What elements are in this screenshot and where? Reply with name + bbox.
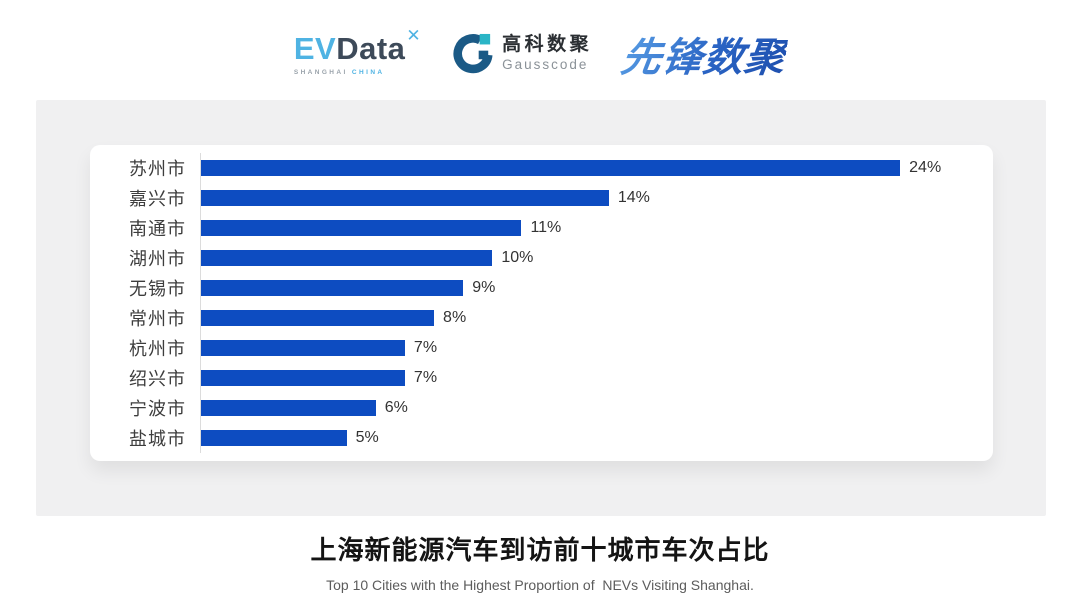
bar-value: 7%	[413, 339, 438, 356]
bar	[201, 160, 901, 176]
bar-label: 苏州市	[129, 159, 186, 179]
bar-area: 6%	[200, 393, 973, 423]
bar-label: 杭州市	[129, 339, 186, 359]
bar-label: 嘉兴市	[129, 189, 186, 209]
bar-value: 10%	[501, 249, 534, 266]
bar-value: 5%	[355, 429, 379, 446]
bar-area: 10%	[200, 243, 973, 273]
evdata-logo: EV Data ✕ SHANGHAI CHINA	[293, 27, 421, 76]
bar-value: 8%	[443, 309, 467, 326]
bar-area: 8%	[200, 303, 973, 333]
bar-label: 湖州市	[129, 249, 186, 269]
pioneer-logo-text: 先锋数聚	[618, 25, 790, 83]
bar-row: 绍兴市 7%	[90, 363, 973, 393]
bar	[201, 190, 609, 206]
evdata-data-text: Data	[336, 30, 406, 66]
evdata-subtext: SHANGHAI CHINA	[293, 68, 385, 76]
bar	[201, 370, 405, 386]
bar-label: 宁波市	[129, 399, 186, 419]
bar-row: 杭州市 7%	[90, 333, 973, 363]
bar	[201, 430, 347, 446]
bar-label: 无锡市	[129, 279, 186, 299]
bar-value: 7%	[413, 369, 438, 386]
bar-row: 常州市 8%	[90, 303, 973, 333]
bar	[201, 400, 376, 416]
bar	[201, 220, 522, 236]
gausscode-logo: 高科数聚 Gausscode	[451, 33, 592, 75]
chart-card: 苏州市 24% 嘉兴市 14% 南通市 11% 湖州市 10% 无锡市 9%	[90, 145, 993, 461]
bar-value: 6%	[384, 399, 408, 416]
bar-label: 常州市	[129, 309, 186, 329]
bar-area: 9%	[200, 273, 973, 303]
bar-rows: 苏州市 24% 嘉兴市 14% 南通市 11% 湖州市 10% 无锡市 9%	[90, 153, 973, 453]
bar	[201, 250, 493, 266]
bar-area: 7%	[200, 363, 973, 393]
bar-label: 绍兴市	[129, 369, 186, 389]
footer: 上海新能源汽车到访前十城市车次占比 Top 10 Cities with the…	[0, 530, 1080, 593]
bar-area: 7%	[200, 333, 973, 363]
bar-row: 苏州市 24%	[90, 153, 973, 183]
bar-value: 14%	[617, 189, 650, 206]
bar-value: 9%	[472, 279, 496, 296]
logo-row: EV Data ✕ SHANGHAI CHINA 高科数聚 Gausscode …	[0, 18, 1080, 90]
bar-area: 11%	[200, 213, 973, 243]
bar-area: 14%	[200, 183, 973, 213]
bar	[201, 280, 464, 296]
bar	[201, 310, 435, 326]
bar-area: 24%	[200, 153, 973, 183]
bar-row: 无锡市 9%	[90, 273, 973, 303]
sparkle-x-icon: ✕	[406, 25, 422, 45]
bar-area: 5%	[200, 423, 973, 453]
bar-value: 24%	[909, 159, 942, 176]
bar-label: 南通市	[129, 219, 186, 239]
bar-value: 11%	[530, 219, 562, 236]
bar-row: 嘉兴市 14%	[90, 183, 973, 213]
chart-title: 上海新能源汽车到访前十城市车次占比	[310, 535, 770, 565]
bar-row: 湖州市 10%	[90, 243, 973, 273]
bar	[201, 340, 405, 356]
gausscode-cn-text: 高科数聚	[502, 34, 593, 56]
chart-subtitle: Top 10 Cities with the Highest Proportio…	[326, 577, 754, 593]
bar-row: 南通市 11%	[90, 213, 973, 243]
gausscode-en-text: Gausscode	[502, 57, 589, 73]
g-ring-icon	[453, 33, 493, 74]
bar-label: 盐城市	[129, 429, 186, 449]
evdata-ev-text: EV	[293, 30, 337, 66]
bar-row: 宁波市 6%	[90, 393, 973, 423]
bar-row: 盐城市 5%	[90, 423, 973, 453]
